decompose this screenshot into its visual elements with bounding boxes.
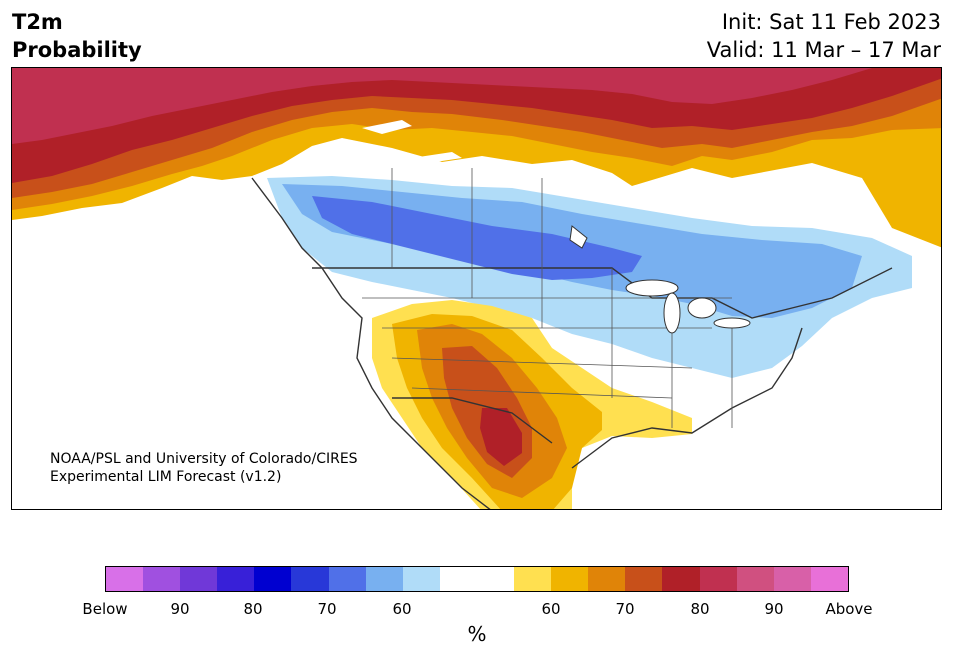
colorbar-segment [588, 567, 626, 591]
colorbar-segment [551, 567, 589, 591]
lake-marker [362, 120, 412, 134]
credit-line-1: NOAA/PSL and University of Colorado/CIRE… [50, 451, 358, 467]
colorbar-segment [143, 567, 181, 591]
colorbar-segment [773, 567, 811, 591]
title-variable: T2m [12, 10, 63, 34]
colorbar-segment [662, 567, 700, 591]
colorbar-segment [254, 567, 292, 591]
great-lakes [625, 279, 751, 334]
colorbar-segment [328, 567, 366, 591]
colorbar-segment [699, 567, 737, 591]
lake-marker [412, 152, 462, 164]
colorbar-segment [365, 567, 403, 591]
credit-line-2: Experimental LIM Forecast (v1.2) [50, 469, 282, 485]
colorbar-segment [180, 567, 218, 591]
tick-label-above-60: 60 [541, 600, 561, 618]
forecast-dates: Init: Sat 11 Feb 2023 Valid: 11 Mar – 17… [707, 8, 941, 64]
colorbar-segment [439, 567, 477, 591]
data-credit: NOAA/PSL and University of Colorado/CIRE… [50, 450, 358, 486]
tick-label-above-70: 70 [615, 600, 635, 618]
colorbar-segment [625, 567, 663, 591]
colorbar-segment [291, 567, 329, 591]
title-type: Probability [12, 38, 142, 62]
tick-label-below-60: 60 [392, 600, 412, 618]
probability-region-cool-dark [312, 196, 642, 280]
tick-label-above-80: 80 [690, 600, 710, 618]
colorbar-segment [810, 567, 848, 591]
state-borders [362, 168, 733, 428]
tick-label-below-90: 90 [170, 600, 190, 618]
tick-label-below: Below [82, 600, 128, 618]
lake-marker [569, 225, 588, 249]
colorbar-segment [514, 567, 552, 591]
valid-range: Valid: 11 Mar – 17 Mar [706, 38, 941, 62]
map-title: T2m Probability [12, 8, 142, 64]
tick-label-below-80: 80 [243, 600, 263, 618]
probability-colorbar [105, 566, 849, 592]
tick-label-below-70: 70 [317, 600, 337, 618]
forecast-map: NOAA/PSL and University of Colorado/CIRE… [11, 67, 942, 510]
colorbar-segment [736, 567, 774, 591]
colorbar-segment [106, 567, 144, 591]
colorbar-units: % [467, 622, 487, 646]
probability-region-north-crimson [12, 68, 941, 144]
tick-label-above: Above [825, 600, 873, 618]
init-date: Init: Sat 11 Feb 2023 [721, 10, 941, 34]
colorbar-segment [217, 567, 255, 591]
tick-label-above-90: 90 [764, 600, 784, 618]
probability-region-south-red [480, 408, 522, 466]
colorbar-segment [402, 567, 440, 591]
map-canvas [12, 68, 941, 509]
colorbar-segment [476, 567, 515, 591]
